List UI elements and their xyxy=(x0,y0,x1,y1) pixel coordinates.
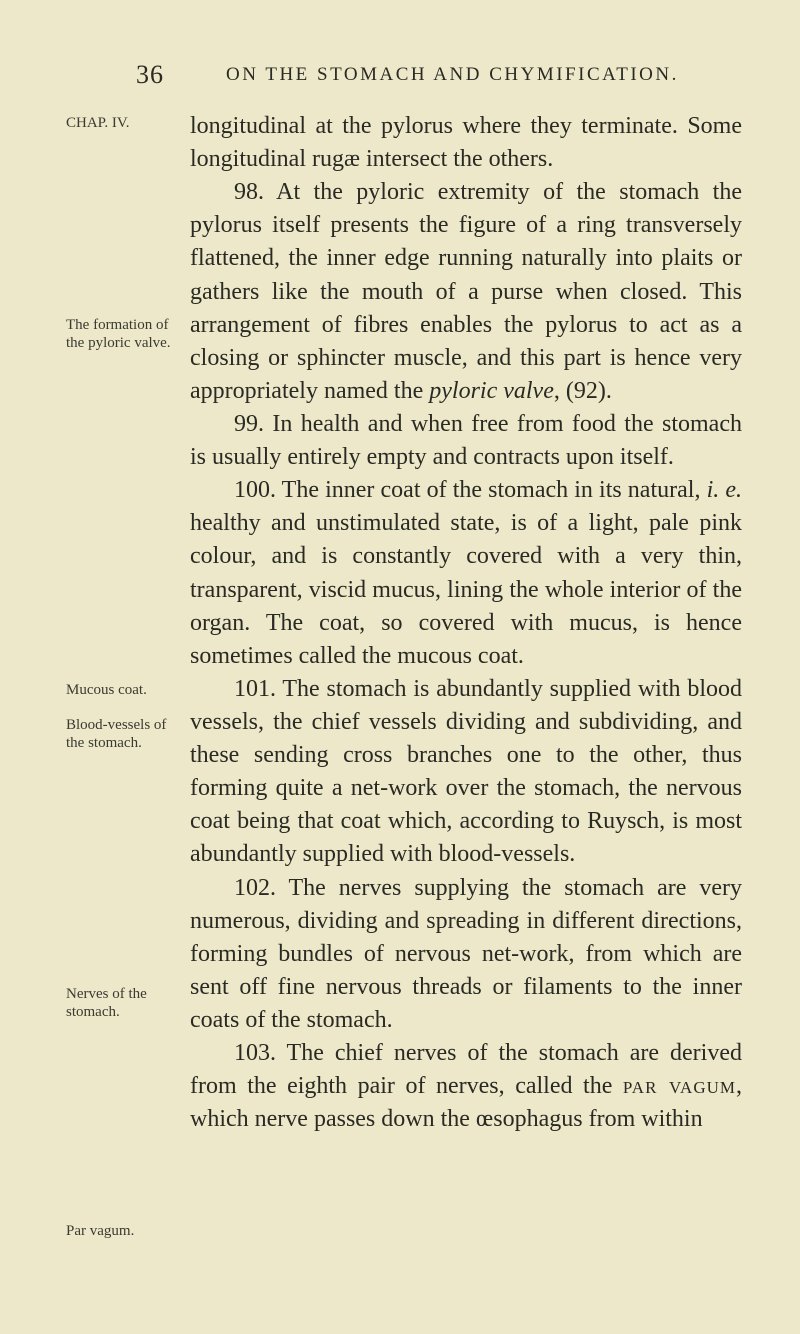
page-container: 36 ON THE STOMACH AND CHYMIFICATION. CHA… xyxy=(0,0,800,1334)
sidenote-par-vagum: Par vagum. xyxy=(66,1222,182,1240)
sidenote-nerves: Nerves of the stomach. xyxy=(66,985,182,1021)
para-102: 102. The nerves supplying the stomach ar… xyxy=(190,872,742,1038)
para-98-b: , (92). xyxy=(554,378,612,404)
sidenote-blood-vessels: Blood-vessels of the stomach. xyxy=(66,716,182,752)
sidenote-mucous-coat: Mucous coat. xyxy=(66,681,182,699)
para-97-continued: longitudinal at the pylorus where they t… xyxy=(190,110,742,176)
para-100: 100. The inner coat of the stomach in it… xyxy=(190,474,742,673)
page-number: 36 xyxy=(136,60,164,90)
para-98-a: 98. At the pyloric extremity of the stom… xyxy=(190,179,742,404)
pyloric-valve-term: pyloric valve xyxy=(429,378,554,404)
para-101: 101. The stomach is abundantly supplied … xyxy=(190,673,742,872)
para-103: 103. The chief nerves of the stomach are… xyxy=(190,1037,742,1136)
sidenote-chapter: CHAP. IV. xyxy=(66,114,182,132)
ie-abbrev: i. e. xyxy=(707,477,742,503)
body-text: longitudinal at the pylorus where they t… xyxy=(190,110,742,1136)
running-head: ON THE STOMACH AND CHYMIFICATION. xyxy=(226,64,679,86)
para-100-a: 100. The inner coat of the stomach in it… xyxy=(234,477,707,503)
par-vagum-term: par vagum xyxy=(623,1073,736,1099)
para-99: 99. In health and when free from food th… xyxy=(190,408,742,474)
para-98: 98. At the pyloric extremity of the stom… xyxy=(190,176,742,408)
para-100-b: healthy and unstimulated state, is of a … xyxy=(190,510,742,668)
sidenote-pyloric-valve: The formation of the pyloric valve. xyxy=(66,316,182,352)
